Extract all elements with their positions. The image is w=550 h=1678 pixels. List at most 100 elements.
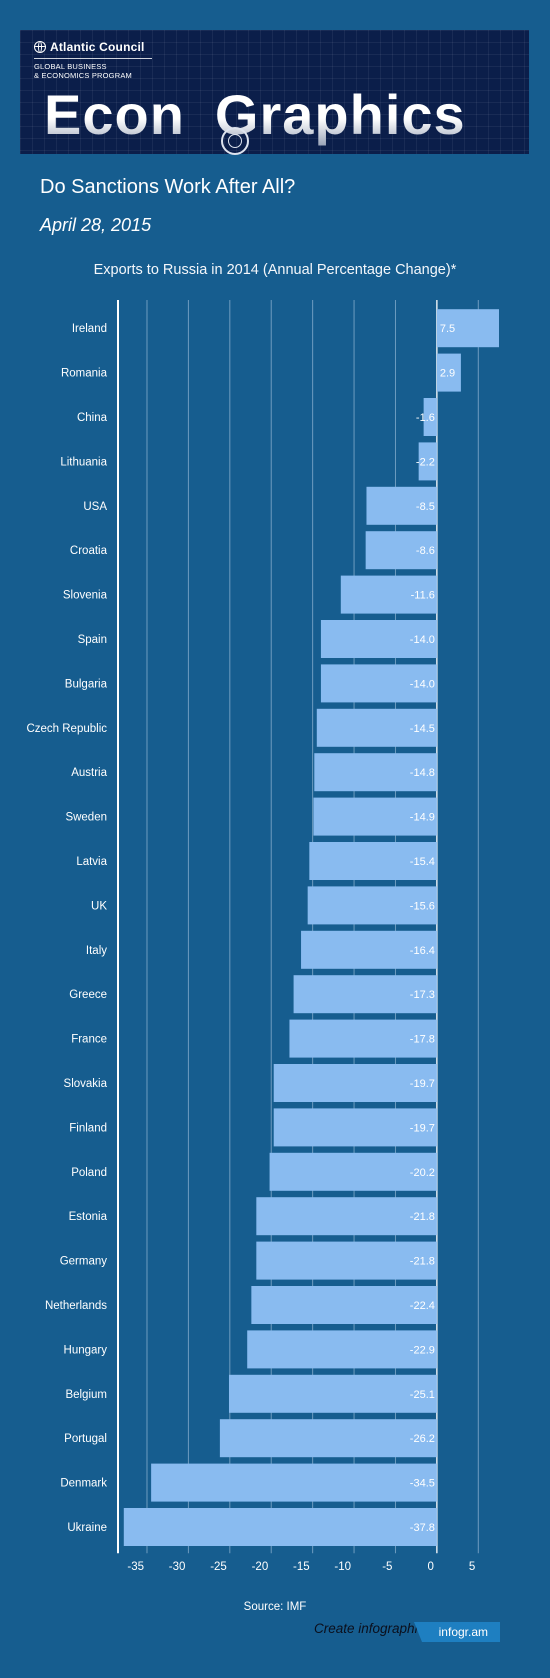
category-label: Italy — [86, 945, 107, 957]
category-label: Latvia — [76, 856, 107, 868]
category-label: Spain — [78, 634, 107, 646]
tick-label: -25 — [210, 1561, 227, 1573]
bar — [316, 708, 437, 747]
category-label: Czech Republic — [26, 723, 107, 735]
data-label: -11.6 — [411, 590, 435, 602]
category-label: Belgium — [65, 1389, 107, 1401]
tick-label: 0 — [427, 1561, 433, 1573]
bar — [251, 1286, 437, 1324]
data-label: -17.3 — [410, 989, 435, 1001]
category-label: Portugal — [64, 1433, 107, 1445]
bar — [289, 1019, 437, 1058]
category-label: Croatia — [70, 545, 108, 557]
data-label: -21.8 — [410, 1211, 435, 1223]
bar-chart: 7.5 Ireland 2.9 Romania -1.6 China -2.2 Lithuan… — [26, 300, 499, 1573]
data-label: -14.5 — [410, 723, 435, 735]
bar — [151, 1463, 437, 1502]
category-label: Poland — [71, 1167, 107, 1179]
category-label: Slovakia — [64, 1078, 108, 1090]
category-label: France — [71, 1034, 107, 1046]
data-label: -14.0 — [410, 678, 435, 690]
brand-right: Graphics — [214, 83, 466, 146]
category-label: Slovenia — [63, 590, 108, 602]
bar — [228, 1374, 437, 1413]
bar — [247, 1330, 437, 1369]
bar — [340, 575, 437, 614]
category-label: Finland — [69, 1122, 107, 1134]
bar — [436, 309, 499, 348]
data-label: -37.8 — [410, 1522, 435, 1534]
bar — [269, 1152, 437, 1191]
category-label: Ukraine — [67, 1522, 107, 1534]
bar — [301, 930, 437, 969]
category-label: Hungary — [64, 1344, 108, 1356]
infogram-link[interactable]: infogr.am — [414, 1622, 500, 1642]
bar — [219, 1419, 437, 1458]
category-label: Estonia — [69, 1211, 108, 1223]
econographics-wordmark: Econ Graphics — [44, 80, 466, 150]
bar — [320, 664, 437, 703]
data-label: -15.4 — [410, 856, 435, 868]
bar — [256, 1241, 437, 1280]
bar — [365, 531, 437, 570]
bar — [423, 398, 437, 436]
data-label: -15.6 — [410, 900, 435, 912]
program-line-1: GLOBAL BUSINESS — [34, 62, 107, 71]
tick-label: -35 — [127, 1561, 144, 1573]
category-label: Lithuania — [60, 456, 107, 468]
bar — [320, 620, 437, 658]
tick-label: -10 — [334, 1561, 351, 1573]
create-infographics-link[interactable]: Create infographics — [314, 1621, 432, 1636]
data-label: -14.0 — [410, 634, 435, 646]
page-date: April 28, 2015 — [40, 215, 152, 235]
seal-icon — [221, 127, 249, 155]
logo-divider — [34, 58, 152, 59]
data-label: -8.6 — [416, 545, 435, 557]
bar — [293, 975, 437, 1014]
category-label: Austria — [71, 767, 107, 779]
program-line-2: & ECONOMICS PROGRAM — [34, 71, 132, 80]
category-label: Netherlands — [45, 1300, 107, 1312]
tick-label: -15 — [293, 1561, 310, 1573]
bar — [309, 842, 437, 880]
category-label: Greece — [69, 989, 107, 1001]
data-label: -34.5 — [410, 1478, 435, 1490]
bar — [273, 1108, 437, 1147]
category-label: Sweden — [65, 812, 107, 824]
data-label: -19.7 — [410, 1122, 435, 1134]
category-label: UK — [91, 900, 107, 912]
data-label: -17.8 — [410, 1034, 435, 1046]
bar — [123, 1508, 437, 1546]
category-label: Romania — [61, 368, 108, 380]
category-label: China — [77, 412, 108, 424]
data-label: -16.4 — [410, 945, 435, 957]
category-label: Germany — [60, 1256, 108, 1268]
bar — [314, 753, 437, 792]
data-label: -26.2 — [410, 1433, 435, 1445]
data-label: -8.5 — [416, 501, 435, 513]
data-label: 2.9 — [440, 368, 455, 380]
data-label: -22.9 — [410, 1344, 435, 1356]
program-name: GLOBAL BUSINESS & ECONOMICS PROGRAM — [34, 62, 184, 80]
atlantic-council-logo: Atlantic Council — [34, 40, 145, 54]
org-name: Atlantic Council — [50, 40, 145, 54]
brand-left: Econ — [44, 83, 185, 146]
category-label: Ireland — [72, 323, 107, 335]
econographics-banner: Atlantic Council GLOBAL BUSINESS & ECONO… — [20, 30, 529, 155]
bar — [307, 886, 437, 925]
data-label: -22.4 — [410, 1300, 435, 1312]
bar — [273, 1064, 437, 1102]
bar — [256, 1197, 437, 1236]
category-label: USA — [83, 501, 107, 513]
data-label: -25.1 — [410, 1389, 435, 1401]
tick-label: 5 — [469, 1561, 475, 1573]
data-label: -21.8 — [410, 1256, 435, 1268]
data-label: -20.2 — [410, 1167, 435, 1179]
bar — [436, 353, 461, 392]
data-label: -1.6 — [416, 412, 435, 424]
bar — [313, 797, 437, 836]
tick-label: -5 — [382, 1561, 392, 1573]
data-label: -14.9 — [410, 812, 435, 824]
page-title: Do Sanctions Work After All? — [40, 176, 296, 198]
bar — [418, 442, 437, 481]
